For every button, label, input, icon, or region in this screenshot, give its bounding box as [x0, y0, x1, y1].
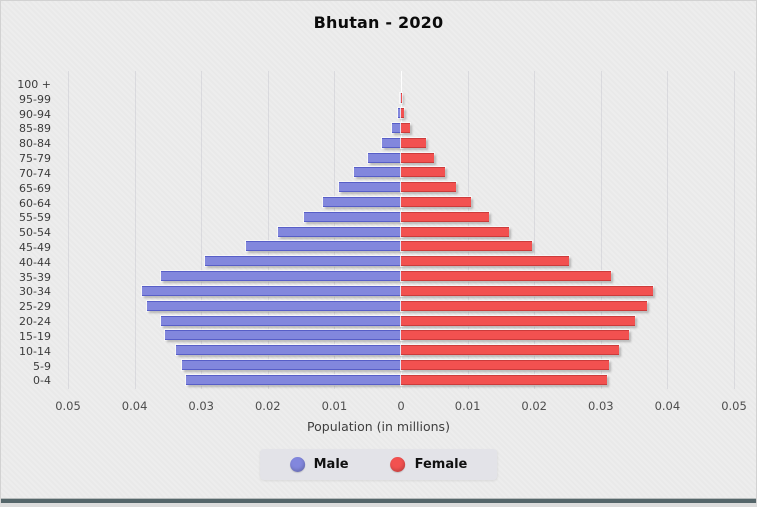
legend-item-female[interactable]: Female — [390, 457, 468, 472]
female-bar[interactable] — [401, 345, 619, 356]
chart-title: Bhutan - 2020 — [313, 13, 444, 32]
female-bar[interactable] — [401, 122, 411, 133]
age-label: 55-59 — [19, 211, 51, 225]
gridline — [68, 71, 69, 389]
male-bar[interactable] — [367, 152, 401, 163]
female-bar[interactable] — [401, 93, 402, 104]
male-bar[interactable] — [381, 137, 401, 148]
x-tick-label: 0.01 — [454, 399, 481, 413]
x-tick-label: 0.02 — [521, 399, 547, 413]
gridline — [600, 71, 602, 389]
x-axis-ticks: 0.05 0.04 0.03 0.02 0.01 0 0.01 0.02 0.03 0.04 0.0… — [55, 399, 747, 413]
male-bar[interactable] — [303, 211, 401, 222]
female-bar[interactable] — [401, 108, 405, 119]
female-bar[interactable] — [401, 152, 435, 163]
legend: Male Female — [259, 449, 498, 480]
age-label: 80-84 — [19, 137, 51, 151]
age-label: 35-39 — [19, 270, 51, 284]
gridline — [267, 71, 269, 389]
female-bar[interactable] — [401, 330, 629, 341]
male-bar[interactable] — [141, 285, 401, 296]
age-label: 15-19 — [19, 329, 51, 343]
age-label: 75-79 — [19, 152, 51, 166]
male-bar[interactable] — [353, 167, 401, 178]
male-bar[interactable] — [161, 315, 401, 326]
female-bar[interactable] — [401, 211, 489, 222]
x-tick-label: 0.05 — [721, 399, 747, 413]
age-label: 40-44 — [19, 255, 51, 269]
gridline — [734, 71, 735, 389]
female-bar[interactable] — [401, 182, 457, 193]
female-bar[interactable] — [401, 241, 533, 252]
male-swatch-icon — [289, 457, 305, 472]
age-label: 60-64 — [19, 196, 51, 210]
x-tick-label: 0.05 — [55, 399, 81, 413]
male-bar[interactable] — [400, 93, 401, 104]
male-bar[interactable] — [323, 196, 401, 207]
age-label: 25-29 — [19, 300, 51, 314]
legend-label-female: Female — [414, 457, 468, 472]
male-bar[interactable] — [398, 108, 401, 119]
female-bar[interactable] — [401, 374, 607, 385]
female-bar[interactable] — [401, 226, 509, 237]
male-bar[interactable] — [277, 226, 401, 237]
bottom-border-bar — [1, 498, 756, 503]
female-bar[interactable] — [401, 285, 653, 296]
x-tick-label: 0.03 — [188, 399, 214, 413]
male-bar[interactable] — [164, 330, 401, 341]
age-label: 30-34 — [19, 285, 51, 299]
age-label: 95-99 — [19, 92, 51, 106]
female-bar[interactable] — [401, 167, 445, 178]
age-label: 90-94 — [19, 107, 51, 121]
male-bar[interactable] — [181, 359, 401, 370]
male-bar[interactable] — [185, 374, 401, 385]
age-label: 45-49 — [19, 241, 51, 255]
gridline — [667, 71, 669, 389]
age-label: 100 + — [17, 78, 51, 91]
legend-item-male[interactable]: Male — [289, 457, 349, 472]
female-bar[interactable] — [401, 315, 636, 326]
age-label: 0-4 — [33, 374, 51, 388]
male-bar[interactable] — [204, 256, 401, 267]
x-tick-label: 0.04 — [654, 399, 681, 413]
gridline — [201, 71, 203, 389]
female-bar[interactable] — [401, 300, 648, 311]
female-bar[interactable] — [401, 196, 471, 207]
age-label: 10-14 — [19, 344, 51, 358]
female-swatch-icon — [390, 457, 406, 472]
x-tick-label: 0.02 — [254, 399, 281, 413]
age-label: 65-69 — [19, 181, 51, 195]
gridline — [134, 71, 136, 389]
x-axis-title: Population (in millions) — [307, 419, 450, 434]
gridline — [534, 71, 536, 389]
age-label: 20-24 — [19, 315, 51, 329]
male-bar[interactable] — [392, 122, 401, 133]
x-tick-label: 0.01 — [321, 399, 348, 413]
female-bar[interactable] — [401, 271, 612, 282]
legend-label-male: Male — [313, 457, 349, 472]
male-bar[interactable] — [245, 241, 401, 252]
x-tick-label: 0.04 — [121, 399, 148, 413]
female-bar[interactable] — [401, 256, 569, 267]
age-label: 70-74 — [19, 166, 51, 180]
male-bar[interactable] — [146, 300, 401, 311]
male-bar[interactable] — [339, 182, 401, 193]
x-tick-label: 0.03 — [587, 399, 614, 413]
male-bar[interactable] — [175, 345, 401, 356]
female-bar[interactable] — [401, 137, 426, 148]
plot-area — [63, 71, 739, 389]
x-tick-label: 0 — [397, 399, 405, 413]
age-label: 5-9 — [33, 359, 51, 373]
female-bar[interactable] — [401, 359, 610, 370]
male-bar[interactable] — [160, 271, 401, 282]
age-label: 85-89 — [19, 122, 51, 136]
age-label: 50-54 — [19, 226, 51, 240]
